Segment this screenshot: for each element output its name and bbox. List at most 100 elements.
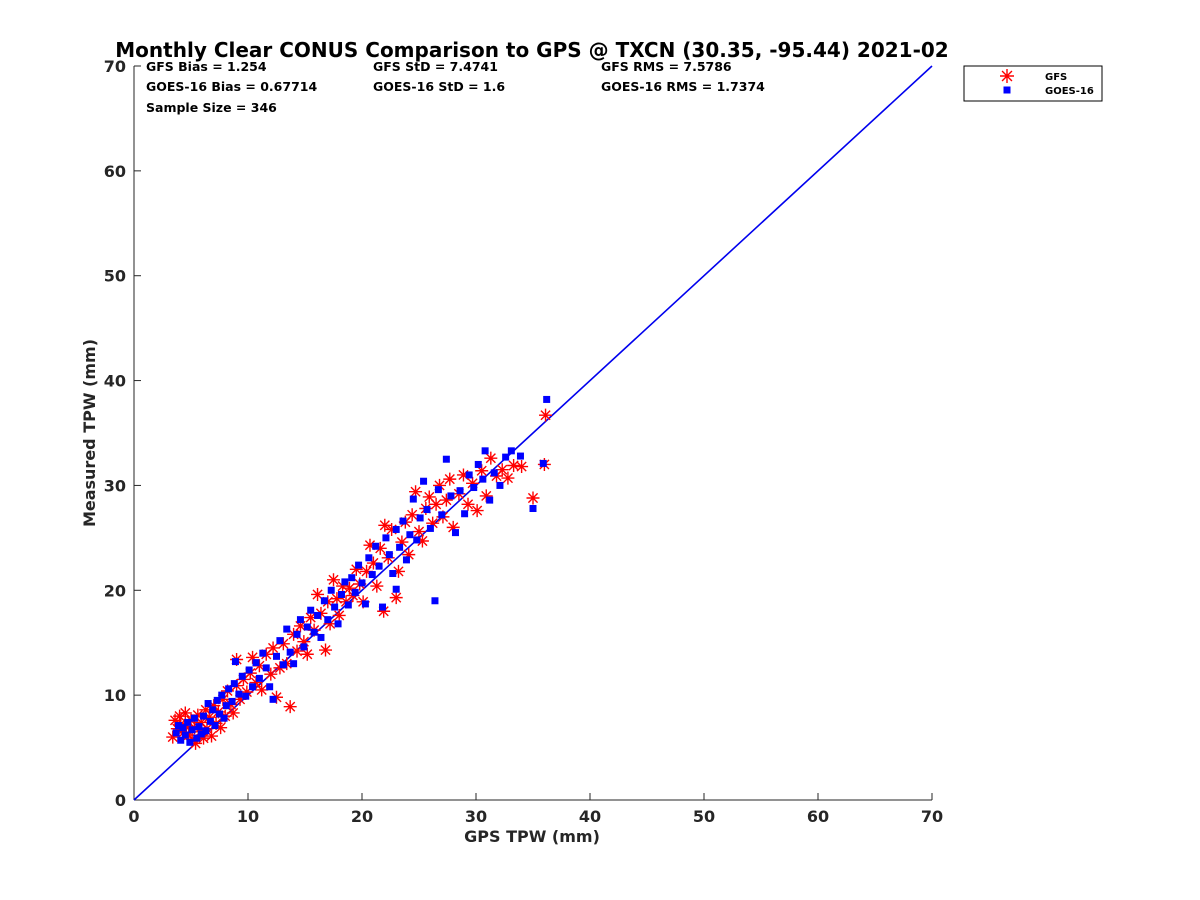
gfs-point — [300, 647, 314, 661]
goes-16-point — [245, 666, 253, 674]
goes-16-point — [355, 561, 363, 569]
stat-goes-rms: GOES-16 RMS = 1.7374 — [601, 79, 765, 94]
data-points-layer — [166, 395, 553, 750]
goes-16-point — [235, 690, 243, 698]
legend-gfs-asterisk — [1000, 69, 1014, 83]
goes-16-point — [195, 723, 203, 731]
y-tick-label: 30 — [104, 476, 126, 495]
gfs-point — [330, 592, 344, 606]
goes-16-point — [181, 731, 189, 739]
goes-16-point — [402, 556, 410, 564]
x-tick-label: 20 — [351, 807, 373, 826]
goes-16-point — [172, 729, 180, 737]
goes-16-point — [434, 486, 442, 494]
goes-16-point — [197, 730, 205, 738]
gfs-point — [475, 464, 489, 478]
goes-16-point — [331, 603, 339, 611]
goes-16-point — [220, 714, 228, 722]
gfs-point — [443, 472, 457, 486]
goes-16-point — [213, 696, 221, 704]
goes-16-point — [255, 674, 263, 682]
gfs-point — [461, 497, 475, 511]
goes-16-point — [543, 395, 551, 403]
goes-16-point — [392, 585, 400, 593]
goes-16-point — [507, 447, 515, 455]
gfs-point — [304, 611, 318, 625]
goes-16-point — [361, 600, 369, 608]
gfs-point — [422, 490, 436, 504]
gfs-point — [311, 587, 325, 601]
x-tick-label: 30 — [465, 807, 487, 826]
goes-16-point — [399, 517, 407, 525]
x-tick-label: 70 — [921, 807, 943, 826]
gfs-point — [173, 709, 187, 723]
goes-16-point — [516, 452, 524, 460]
gfs-point — [240, 685, 254, 699]
goes-16-point — [344, 601, 352, 609]
goes-16-point — [365, 554, 373, 562]
gfs-point — [214, 721, 228, 735]
goes-16-point — [218, 691, 226, 699]
gfs-point — [293, 619, 307, 633]
goes-16-point — [447, 492, 455, 500]
goes-16-point — [279, 661, 287, 669]
goes-16-point — [379, 603, 387, 611]
gfs-point — [297, 635, 311, 649]
goes-16-point — [324, 616, 332, 624]
gfs-point — [290, 644, 304, 658]
gfs-point — [327, 573, 340, 587]
goes-16-point — [496, 481, 504, 489]
y-tick-label: 60 — [104, 162, 126, 181]
goes-16-point — [372, 542, 380, 550]
gfs-point — [412, 525, 426, 539]
goes-16-point — [396, 543, 404, 551]
goes-16-point — [502, 453, 510, 461]
gfs-point — [363, 538, 377, 552]
gfs-point — [360, 564, 374, 578]
gfs-point — [207, 699, 221, 713]
gfs-point — [466, 476, 480, 490]
gfs-point — [266, 641, 280, 655]
gfs-point — [166, 730, 180, 744]
gfs-point — [402, 548, 416, 562]
x-axis-label: GPS TPW (mm) — [464, 827, 600, 846]
gfs-point — [216, 692, 230, 706]
goes-16-point — [470, 484, 478, 492]
x-tick-label: 50 — [693, 807, 715, 826]
goes-16-point — [177, 736, 185, 744]
legend-gfs-label: GFS — [1045, 72, 1067, 83]
goes-16-point — [385, 551, 393, 559]
y-tick-label: 20 — [104, 581, 126, 600]
y-tick-label: 40 — [104, 372, 126, 391]
goes-16-point — [259, 649, 267, 657]
goes-16-point — [273, 652, 280, 660]
goes-16-point — [231, 658, 239, 666]
goes-16-point — [327, 586, 335, 594]
goes-16-point — [529, 504, 537, 512]
gfs-point — [405, 508, 419, 522]
gfs-point — [178, 706, 192, 720]
gfs-point — [378, 518, 392, 532]
goes-16-point — [409, 495, 417, 503]
goes-16-point — [451, 529, 459, 537]
gfs-point — [456, 468, 470, 482]
gfs-point — [433, 478, 447, 492]
goes-16-point — [358, 579, 366, 587]
goes-16-point — [420, 477, 428, 485]
goes-16-point — [252, 659, 260, 667]
goes-16-point — [416, 514, 424, 522]
gfs-point — [197, 731, 211, 745]
goes-16-point — [206, 717, 214, 725]
y-tick-label: 10 — [104, 686, 126, 705]
goes-16-point — [456, 487, 464, 495]
gfs-point — [391, 564, 405, 578]
gfs-point — [495, 463, 509, 477]
gfs-point — [389, 591, 403, 605]
gfs-point — [332, 608, 346, 622]
gfs-point — [429, 497, 443, 511]
goes-16-point — [283, 625, 291, 633]
goes-16-point — [225, 685, 233, 693]
goes-16-point — [266, 683, 274, 691]
goes-16-point — [481, 447, 489, 455]
